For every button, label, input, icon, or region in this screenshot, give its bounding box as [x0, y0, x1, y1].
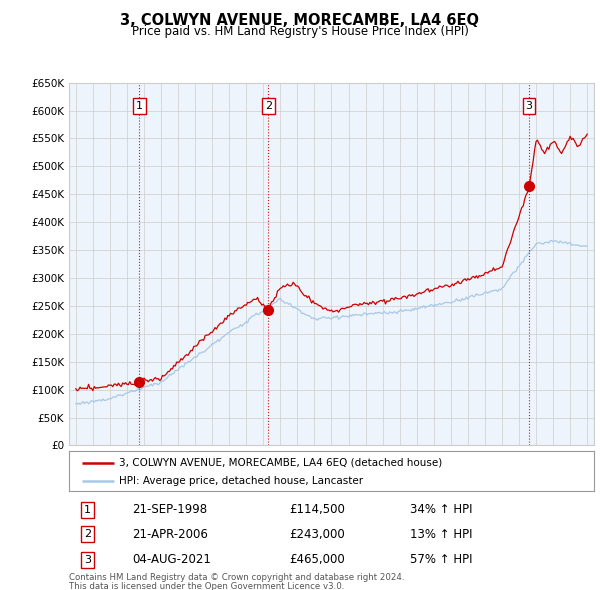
Text: 3, COLWYN AVENUE, MORECAMBE, LA4 6EQ: 3, COLWYN AVENUE, MORECAMBE, LA4 6EQ	[121, 13, 479, 28]
Text: 3: 3	[526, 101, 533, 111]
Text: HPI: Average price, detached house, Lancaster: HPI: Average price, detached house, Lanc…	[119, 476, 363, 486]
Text: 13% ↑ HPI: 13% ↑ HPI	[410, 528, 473, 541]
Text: 04-AUG-2021: 04-AUG-2021	[132, 553, 211, 566]
Text: £465,000: £465,000	[290, 553, 345, 566]
Text: This data is licensed under the Open Government Licence v3.0.: This data is licensed under the Open Gov…	[69, 582, 344, 590]
Text: 2: 2	[265, 101, 272, 111]
Text: 3: 3	[84, 555, 91, 565]
Text: Contains HM Land Registry data © Crown copyright and database right 2024.: Contains HM Land Registry data © Crown c…	[69, 573, 404, 582]
Text: £243,000: £243,000	[290, 528, 345, 541]
Text: 1: 1	[84, 505, 91, 514]
Text: 2: 2	[84, 529, 91, 539]
Text: 1: 1	[136, 101, 143, 111]
Text: 57% ↑ HPI: 57% ↑ HPI	[410, 553, 473, 566]
Text: Price paid vs. HM Land Registry's House Price Index (HPI): Price paid vs. HM Land Registry's House …	[131, 25, 469, 38]
Text: £114,500: £114,500	[290, 503, 346, 516]
Text: 21-SEP-1998: 21-SEP-1998	[132, 503, 207, 516]
Text: 3, COLWYN AVENUE, MORECAMBE, LA4 6EQ (detached house): 3, COLWYN AVENUE, MORECAMBE, LA4 6EQ (de…	[119, 458, 442, 468]
Text: 21-APR-2006: 21-APR-2006	[132, 528, 208, 541]
Text: 34% ↑ HPI: 34% ↑ HPI	[410, 503, 473, 516]
